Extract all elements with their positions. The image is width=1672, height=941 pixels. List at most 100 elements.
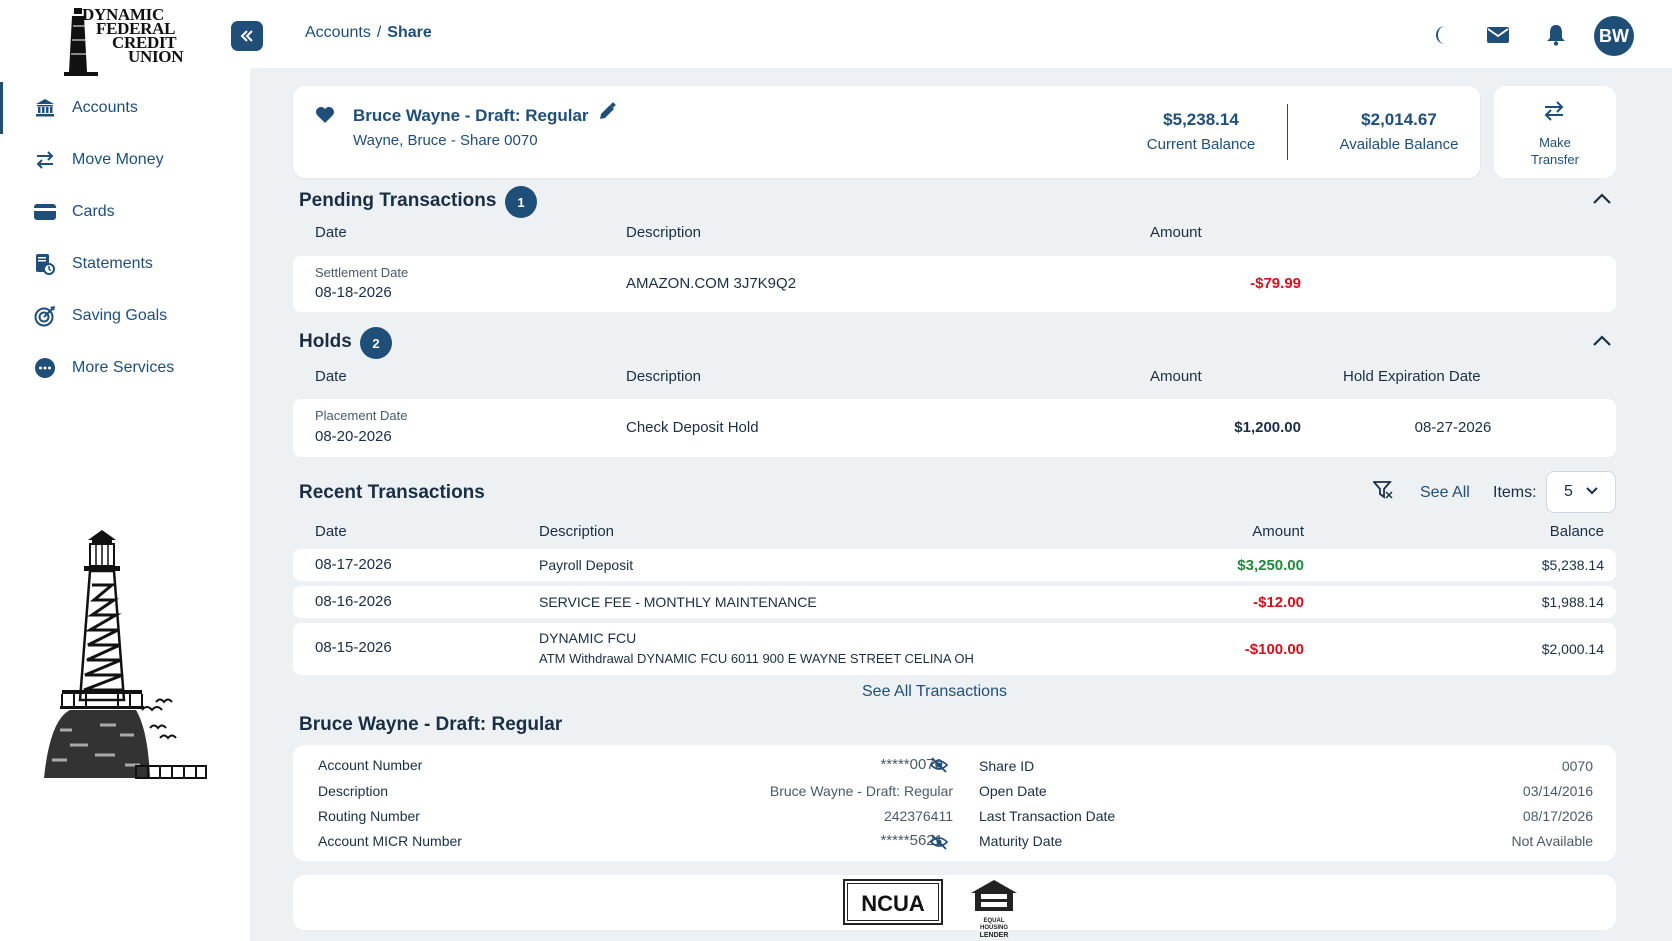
holds-col-date: Date xyxy=(315,368,347,385)
sidebar-item-saving-goals[interactable]: Saving Goals xyxy=(0,290,250,342)
pending-count-badge: 1 xyxy=(505,186,537,218)
see-all-link[interactable]: See All xyxy=(1420,484,1470,501)
breadcrumb: Accounts / Share xyxy=(305,24,432,42)
eye-slash-icon[interactable] xyxy=(929,757,949,778)
collapse-pending-chevron-up-icon[interactable] xyxy=(1592,192,1612,210)
messages-button[interactable] xyxy=(1486,23,1510,47)
target-icon xyxy=(34,305,56,327)
favorite-heart-icon[interactable] xyxy=(315,106,335,129)
statements-icon xyxy=(34,253,56,275)
routing-number-label: Routing Number xyxy=(318,808,420,824)
account-summary-card: Bruce Wayne - Draft: Regular Wayne, Bruc… xyxy=(293,86,1480,178)
recent-col-date: Date xyxy=(315,523,347,540)
collapse-sidebar-button[interactable] xyxy=(231,21,263,51)
pending-description: AMAZON.COM 3J7K9Q2 xyxy=(626,275,797,292)
edit-pencil-icon[interactable] xyxy=(597,102,617,127)
eye-slash-icon[interactable] xyxy=(929,834,949,855)
recent-col-description: Description xyxy=(539,523,615,540)
holds-col-amount: Amount xyxy=(1150,368,1202,385)
hold-date: 08-20-2026 xyxy=(315,428,392,445)
available-balance: $2,014.67 Available Balance xyxy=(1319,110,1479,153)
collapse-holds-chevron-up-icon[interactable] xyxy=(1592,334,1612,352)
notifications-button[interactable] xyxy=(1544,23,1568,47)
account-title: Bruce Wayne - Draft: Regular xyxy=(353,106,589,125)
transaction-date: 08-15-2026 xyxy=(315,639,392,656)
double-chevron-left-icon xyxy=(240,30,253,42)
account-number-value: *****0070 xyxy=(880,756,943,773)
items-per-page-value: 5 xyxy=(1564,483,1573,500)
credit-union-logo[interactable]: DYNAMIC FEDERAL CREDIT UNION xyxy=(60,6,200,78)
account-subtitle: Wayne, Bruce - Share 0070 xyxy=(353,132,538,149)
pending-amount: -$79.99 xyxy=(1250,275,1301,292)
hold-row[interactable]: Placement Date 08-20-2026 Check Deposit … xyxy=(293,399,1616,457)
transaction-balance: $1,988.14 xyxy=(1541,594,1604,610)
maturity-date-value: Not Available xyxy=(1511,833,1593,849)
chevron-down-icon xyxy=(1585,483,1599,501)
hold-expiration-date: 08-27-2026 xyxy=(1414,419,1492,436)
pending-col-description: Description xyxy=(626,224,702,241)
share-id-value: 0070 xyxy=(1561,758,1593,774)
placement-date-label: Placement Date xyxy=(315,408,408,423)
recent-col-balance: Balance xyxy=(1549,523,1604,540)
see-all-transactions-link[interactable]: See All Transactions xyxy=(862,683,1007,700)
available-balance-label: Available Balance xyxy=(1339,136,1459,153)
recent-transactions-title: Recent Transactions xyxy=(299,482,485,503)
transaction-row[interactable]: 08-17-2026 Payroll Deposit $3,250.00 $5,… xyxy=(293,549,1616,581)
make-transfer-label: Make Transfer xyxy=(1531,135,1579,167)
mail-icon xyxy=(1487,27,1509,43)
sidebar-item-statements[interactable]: Statements xyxy=(0,238,250,290)
moon-icon xyxy=(1436,26,1445,44)
top-header xyxy=(250,0,1672,68)
pending-row[interactable]: Settlement Date 08-18-2026 AMAZON.COM 3J… xyxy=(293,256,1616,312)
card-icon xyxy=(34,201,56,223)
available-balance-amount: $2,014.67 xyxy=(1361,110,1437,129)
pending-col-amount: Amount xyxy=(1150,224,1202,241)
holds-count-badge: 2 xyxy=(360,327,392,359)
dark-mode-toggle[interactable] xyxy=(1429,23,1453,47)
user-avatar[interactable]: BW xyxy=(1594,16,1634,56)
transaction-row[interactable]: 08-15-2026 DYNAMIC FCU ATM Withdrawal DY… xyxy=(293,623,1616,675)
pending-col-date: Date xyxy=(315,224,347,241)
account-number-label: Account Number xyxy=(318,757,423,773)
account-details-title: Bruce Wayne - Draft: Regular xyxy=(299,714,563,735)
equal-housing-lender-logo: EQUAL HOUSING LENDER xyxy=(969,879,1019,939)
transaction-amount: $3,250.00 xyxy=(1237,557,1304,574)
settlement-date-label: Settlement Date xyxy=(315,265,409,280)
lighthouse-illustration xyxy=(44,530,207,779)
description-label: Description xyxy=(318,783,389,799)
transaction-balance: $2,000.14 xyxy=(1541,641,1604,657)
footer-card: NCUA EQUAL HOUSING LENDER xyxy=(293,875,1616,939)
filter-icon[interactable] xyxy=(1372,481,1393,504)
breadcrumb-accounts-link[interactable]: Accounts xyxy=(305,24,371,41)
recent-col-amount: Amount xyxy=(1252,523,1304,540)
open-date-label: Open Date xyxy=(979,783,1047,799)
sidebar-item-label: Accounts xyxy=(72,99,138,116)
sidebar-item-cards[interactable]: Cards xyxy=(0,186,250,238)
transaction-sub-description: ATM Withdrawal DYNAMIC FCU 6011 900 E WA… xyxy=(539,651,974,666)
holds-title: Holds xyxy=(299,331,352,352)
sidebar-item-more-services[interactable]: More Services xyxy=(0,342,250,394)
micr-number-label: Account MICR Number xyxy=(318,833,462,849)
transaction-date: 08-17-2026 xyxy=(315,556,392,573)
micr-number-value: *****5621 xyxy=(880,832,943,849)
transaction-balance: $5,238.14 xyxy=(1541,557,1604,573)
items-label: Items: xyxy=(1493,484,1537,501)
transaction-date: 08-16-2026 xyxy=(315,593,392,610)
bell-icon xyxy=(1547,25,1565,46)
house-icon xyxy=(971,880,1017,911)
description-value: Bruce Wayne - Draft: Regular xyxy=(769,783,953,799)
items-per-page-select[interactable]: 5 xyxy=(1546,471,1616,513)
transaction-row[interactable]: 08-16-2026 SERVICE FEE - MONTHLY MAINTEN… xyxy=(293,586,1616,618)
breadcrumb-separator: / xyxy=(376,24,382,41)
holds-col-description: Description xyxy=(626,368,702,385)
sidebar-item-move-money[interactable]: Move Money xyxy=(0,134,250,186)
transaction-description: DYNAMIC FCU xyxy=(539,630,637,646)
hold-description: Check Deposit Hold xyxy=(626,419,759,436)
open-date-value: 03/14/2016 xyxy=(1522,783,1593,799)
pending-date: 08-18-2026 xyxy=(315,284,392,301)
transfer-icon xyxy=(1542,100,1566,127)
make-transfer-button[interactable]: Make Transfer xyxy=(1494,86,1616,178)
sidebar: DYNAMIC FEDERAL CREDIT UNION Accounts Mo… xyxy=(0,0,250,941)
sidebar-item-accounts[interactable]: Accounts xyxy=(0,82,250,134)
logo-text: DYNAMIC FEDERAL CREDIT UNION xyxy=(82,5,184,66)
